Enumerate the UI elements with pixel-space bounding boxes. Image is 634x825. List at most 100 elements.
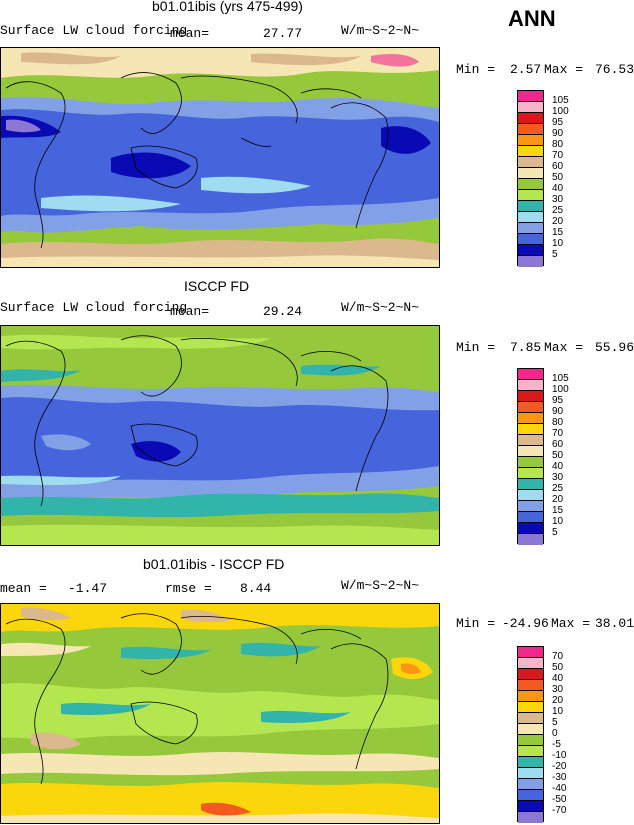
colorbar-swatch: [518, 380, 543, 391]
colorbar-swatch: [518, 724, 543, 735]
colorbar-swatch: [518, 658, 543, 669]
colorbar-level-label: 10: [552, 516, 564, 527]
colorbar-swatch: [518, 91, 543, 102]
panel3-rmse-value: 8.44: [240, 581, 272, 596]
colorbar-swatch: [518, 468, 543, 479]
colorbar-level-label: 0: [552, 728, 558, 739]
panel3-title: b01.01ibis - ISCCP FD: [143, 556, 285, 572]
colorbar-level-label: 40: [552, 673, 564, 684]
colorbar-level-label: 25: [552, 205, 564, 216]
colorbar-swatch: [518, 501, 543, 512]
colorbar-swatch: [518, 490, 543, 501]
colorbar-level-label: 5: [552, 717, 558, 728]
panel3-mean-label: mean =: [0, 581, 47, 596]
panel2-mean-value: 29.24: [263, 304, 303, 319]
colorbar-swatch: [518, 512, 543, 523]
colorbar-swatch: [518, 713, 543, 724]
colorbar-swatch: [518, 479, 543, 490]
colorbar-swatch: [518, 790, 543, 801]
panel3-map: [0, 603, 440, 824]
colorbar-swatch: [518, 234, 543, 245]
colorbar-swatch: [518, 691, 543, 702]
colorbar-level-label: 5: [552, 527, 558, 538]
colorbar-level-label: -10: [552, 750, 567, 761]
colorbar-level-label: 40: [552, 461, 564, 472]
colorbar-level-label: 90: [552, 406, 564, 417]
colorbar-level-label: -30: [552, 772, 567, 783]
colorbar-level-label: 70: [552, 150, 564, 161]
colorbar-level-label: -20: [552, 761, 567, 772]
colorbar-level-label: 80: [552, 139, 564, 150]
colorbar-swatch: [518, 647, 543, 658]
colorbar-swatch: [518, 157, 543, 168]
colorbar-swatch: [518, 223, 543, 234]
colorbar-level-label: 50: [552, 450, 564, 461]
colorbar-level-label: 60: [552, 439, 564, 450]
panel2-colorbar: [517, 368, 544, 545]
panel2-title: ISCCP FD: [184, 278, 250, 294]
panel3-max-label: Max =: [551, 616, 591, 631]
colorbar-swatch: [518, 523, 543, 534]
colorbar-level-label: 50: [552, 662, 564, 673]
colorbar-level-label: 20: [552, 494, 564, 505]
panel1-map: [0, 47, 440, 268]
colorbar-swatch: [518, 391, 543, 402]
panel1-field-label: Surface LW cloud forcing: [0, 23, 188, 38]
colorbar-level-label: 30: [552, 684, 564, 695]
panel3-min-value: -24.96: [502, 616, 549, 631]
panel2-min-value: 7.85: [510, 340, 542, 355]
panel1-units: W/m~S~2~N~: [341, 23, 420, 38]
colorbar-swatch: [518, 779, 543, 790]
colorbar-level-label: 15: [552, 227, 564, 238]
colorbar-swatch: [518, 801, 543, 812]
season-label: ANN: [508, 6, 556, 31]
colorbar-level-label: 20: [552, 695, 564, 706]
colorbar-swatch: [518, 135, 543, 146]
panel1-min-label: Min =: [456, 62, 496, 77]
colorbar-level-label: 15: [552, 505, 564, 516]
colorbar-swatch: [518, 402, 543, 413]
colorbar-level-label: 100: [552, 384, 569, 395]
panel3-units: W/m~S~2~N~: [341, 578, 420, 593]
colorbar-swatch: [518, 669, 543, 680]
panel1-colorbar: [517, 90, 544, 267]
colorbar-swatch: [518, 424, 543, 435]
colorbar-swatch: [518, 179, 543, 190]
colorbar-level-label: 10: [552, 238, 564, 249]
colorbar-swatch: [518, 413, 543, 424]
colorbar-level-label: -70: [552, 805, 567, 816]
colorbar-swatch: [518, 113, 543, 124]
panel1-max-value: 76.53: [595, 62, 634, 77]
colorbar-swatch: [518, 534, 543, 545]
colorbar-swatch: [518, 102, 543, 113]
colorbar-level-label: 40: [552, 183, 564, 194]
colorbar-level-label: 30: [552, 194, 564, 205]
colorbar-level-label: 105: [552, 95, 569, 106]
colorbar-level-label: 80: [552, 417, 564, 428]
colorbar-swatch: [518, 757, 543, 768]
colorbar-level-label: 95: [552, 395, 564, 406]
colorbar-level-label: 20: [552, 216, 564, 227]
panel3-rmse-label: rmse =: [165, 581, 212, 596]
colorbar-level-label: 95: [552, 117, 564, 128]
colorbar-swatch: [518, 746, 543, 757]
colorbar-swatch: [518, 245, 543, 256]
panel2-min-label: Min =: [456, 340, 496, 355]
colorbar-swatch: [518, 168, 543, 179]
panel2-max-value: 55.96: [595, 340, 634, 355]
panel1-mean-label: mean=: [170, 26, 210, 41]
colorbar-level-label: 100: [552, 106, 569, 117]
panel2-map: [0, 325, 440, 546]
colorbar-swatch: [518, 124, 543, 135]
colorbar-level-label: 5: [552, 249, 558, 260]
colorbar-swatch: [518, 457, 543, 468]
colorbar-swatch: [518, 146, 543, 157]
colorbar-level-label: 90: [552, 128, 564, 139]
colorbar-swatch: [518, 201, 543, 212]
colorbar-level-label: 105: [552, 373, 569, 384]
colorbar-swatch: [518, 768, 543, 779]
colorbar-swatch: [518, 435, 543, 446]
panel3-max-value: 38.01: [595, 616, 634, 631]
colorbar-level-label: 60: [552, 161, 564, 172]
panel1-min-value: 2.57: [510, 62, 542, 77]
